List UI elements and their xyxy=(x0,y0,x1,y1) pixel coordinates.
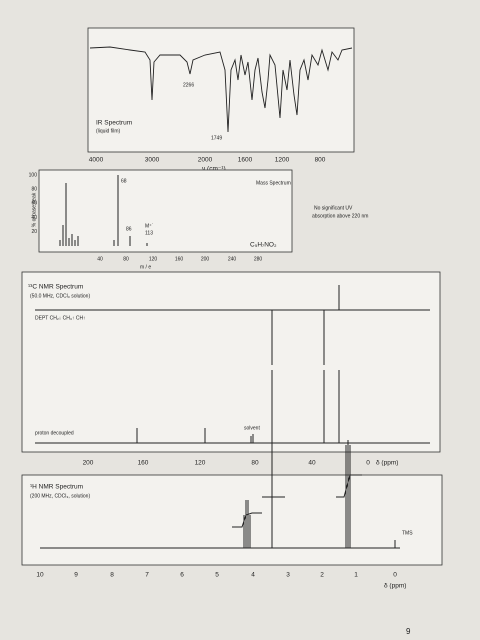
c13-axis-label: δ (ppm) xyxy=(376,460,398,467)
ms-x-axis: 40 80 120 160 200 240 280 xyxy=(97,256,262,262)
c13-frame xyxy=(21,271,441,453)
page-number: 9 xyxy=(406,627,411,636)
tick-label: 20 xyxy=(31,229,37,235)
tick-label: 5 xyxy=(215,572,219,579)
tick-label: 3 xyxy=(286,572,290,579)
tick-label: 800 xyxy=(315,157,326,164)
ir-trace xyxy=(89,46,353,133)
tick-label: 7 xyxy=(145,572,149,579)
ms-peak-label: 68 xyxy=(121,178,127,184)
c13-peaks xyxy=(35,285,430,444)
ms-frame xyxy=(38,169,293,253)
tick-label: 80 xyxy=(123,256,129,262)
tick-label: 200 xyxy=(83,460,94,467)
tick-label: 240 xyxy=(228,256,237,262)
tick-label: 80 xyxy=(251,460,259,467)
tick-label: 40 xyxy=(31,215,37,221)
ms-y-axis-label: % of base peak xyxy=(31,192,37,227)
c13-conditions: (50.0 MHz, CDCl₃ solution) xyxy=(30,293,90,299)
c13-solvent: solvent xyxy=(244,425,260,431)
tick-label: 120 xyxy=(195,460,206,467)
ms-peak-label: 113 xyxy=(145,230,153,236)
ms-peaks xyxy=(59,175,148,246)
ms-x-axis-label: m / e xyxy=(140,264,151,270)
ms-y-axis: 100 80 60 40 20 xyxy=(29,172,38,235)
h1-frame xyxy=(21,474,443,566)
ms-title: Mass Spectrum xyxy=(256,180,291,186)
c13-decoupled: proton decoupled xyxy=(35,430,74,436)
c13-axis: 200 160 120 80 40 0 xyxy=(83,460,371,467)
ir-frame xyxy=(87,27,355,153)
ms-peak-label: 86 xyxy=(126,226,132,232)
tick-label: 280 xyxy=(254,256,263,262)
tick-label: 40 xyxy=(308,460,316,467)
tick-label: 1200 xyxy=(275,157,290,164)
tick-label: 3000 xyxy=(145,157,160,164)
h1-axis-label: δ (ppm) xyxy=(384,583,406,590)
h1-axis: 10 9 8 7 6 5 4 3 2 1 0 xyxy=(36,572,397,579)
tick-label: 120 xyxy=(149,256,158,262)
tick-label: 40 xyxy=(97,256,103,262)
tick-label: 200 xyxy=(201,256,210,262)
ir-axis-label: ν (cm⁻¹) xyxy=(202,166,226,173)
tick-label: 8 xyxy=(110,572,114,579)
ir-title: IR Spectrum xyxy=(96,120,132,127)
ir-axis: 4000 3000 2000 1600 1200 800 xyxy=(89,157,326,164)
tick-label: 160 xyxy=(175,256,184,262)
ms-formula: C₅H₇NO₂ xyxy=(250,242,277,249)
tick-label: 10 xyxy=(36,572,44,579)
ir-note: (liquid film) xyxy=(96,128,121,134)
ms-peak-label: M⁺˙ xyxy=(145,223,153,229)
uv-note: absorption above 220 nm xyxy=(312,213,368,219)
tick-label: 2000 xyxy=(198,157,213,164)
c13-dept: DEPT CH₂↓ CH₃↑ CH↑ xyxy=(35,315,86,321)
tick-label: 1 xyxy=(354,572,358,579)
ir-peak-label: 1749 xyxy=(211,135,222,141)
tick-label: 0 xyxy=(393,572,397,579)
tick-label: 80 xyxy=(31,187,37,193)
tick-label: 4 xyxy=(251,572,255,579)
tick-label: 60 xyxy=(31,201,37,207)
h1-tms: TMS xyxy=(402,530,413,536)
h1-conditions: (200 MHz, CDCl₃, solution) xyxy=(30,493,90,499)
uv-note: No significant UV xyxy=(314,205,353,211)
c13-title: ¹³C NMR Spectrum xyxy=(28,284,83,291)
tick-label: 0 xyxy=(366,460,370,467)
tick-label: 160 xyxy=(138,460,149,467)
tick-label: 2 xyxy=(320,572,324,579)
tick-label: 1600 xyxy=(238,157,253,164)
tick-label: 4000 xyxy=(89,157,104,164)
ir-peak-label: 2266 xyxy=(183,82,194,88)
tick-label: 6 xyxy=(180,572,184,579)
h1-peaks xyxy=(40,440,400,549)
h1-title: ¹H NMR Spectrum xyxy=(30,484,83,491)
tick-label: 9 xyxy=(74,572,78,579)
tick-label: 100 xyxy=(29,172,38,178)
